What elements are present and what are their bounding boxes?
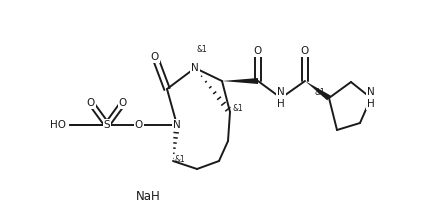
Text: &1: &1 xyxy=(233,104,244,113)
Text: N: N xyxy=(191,63,199,73)
Text: NaH: NaH xyxy=(136,191,160,203)
Text: O: O xyxy=(151,52,159,62)
Text: N: N xyxy=(173,120,181,130)
Text: O: O xyxy=(87,98,95,108)
Text: S: S xyxy=(104,120,110,130)
Text: O: O xyxy=(119,98,127,108)
Text: &1: &1 xyxy=(197,45,208,54)
Text: HO: HO xyxy=(50,120,66,130)
Text: O: O xyxy=(301,46,309,56)
Polygon shape xyxy=(222,78,258,84)
Text: N
H: N H xyxy=(277,87,285,109)
Text: N
H: N H xyxy=(367,87,375,109)
Text: O: O xyxy=(135,120,143,130)
Text: &1: &1 xyxy=(175,155,186,164)
Text: &1: &1 xyxy=(315,88,326,97)
Polygon shape xyxy=(305,81,331,100)
Text: O: O xyxy=(254,46,262,56)
